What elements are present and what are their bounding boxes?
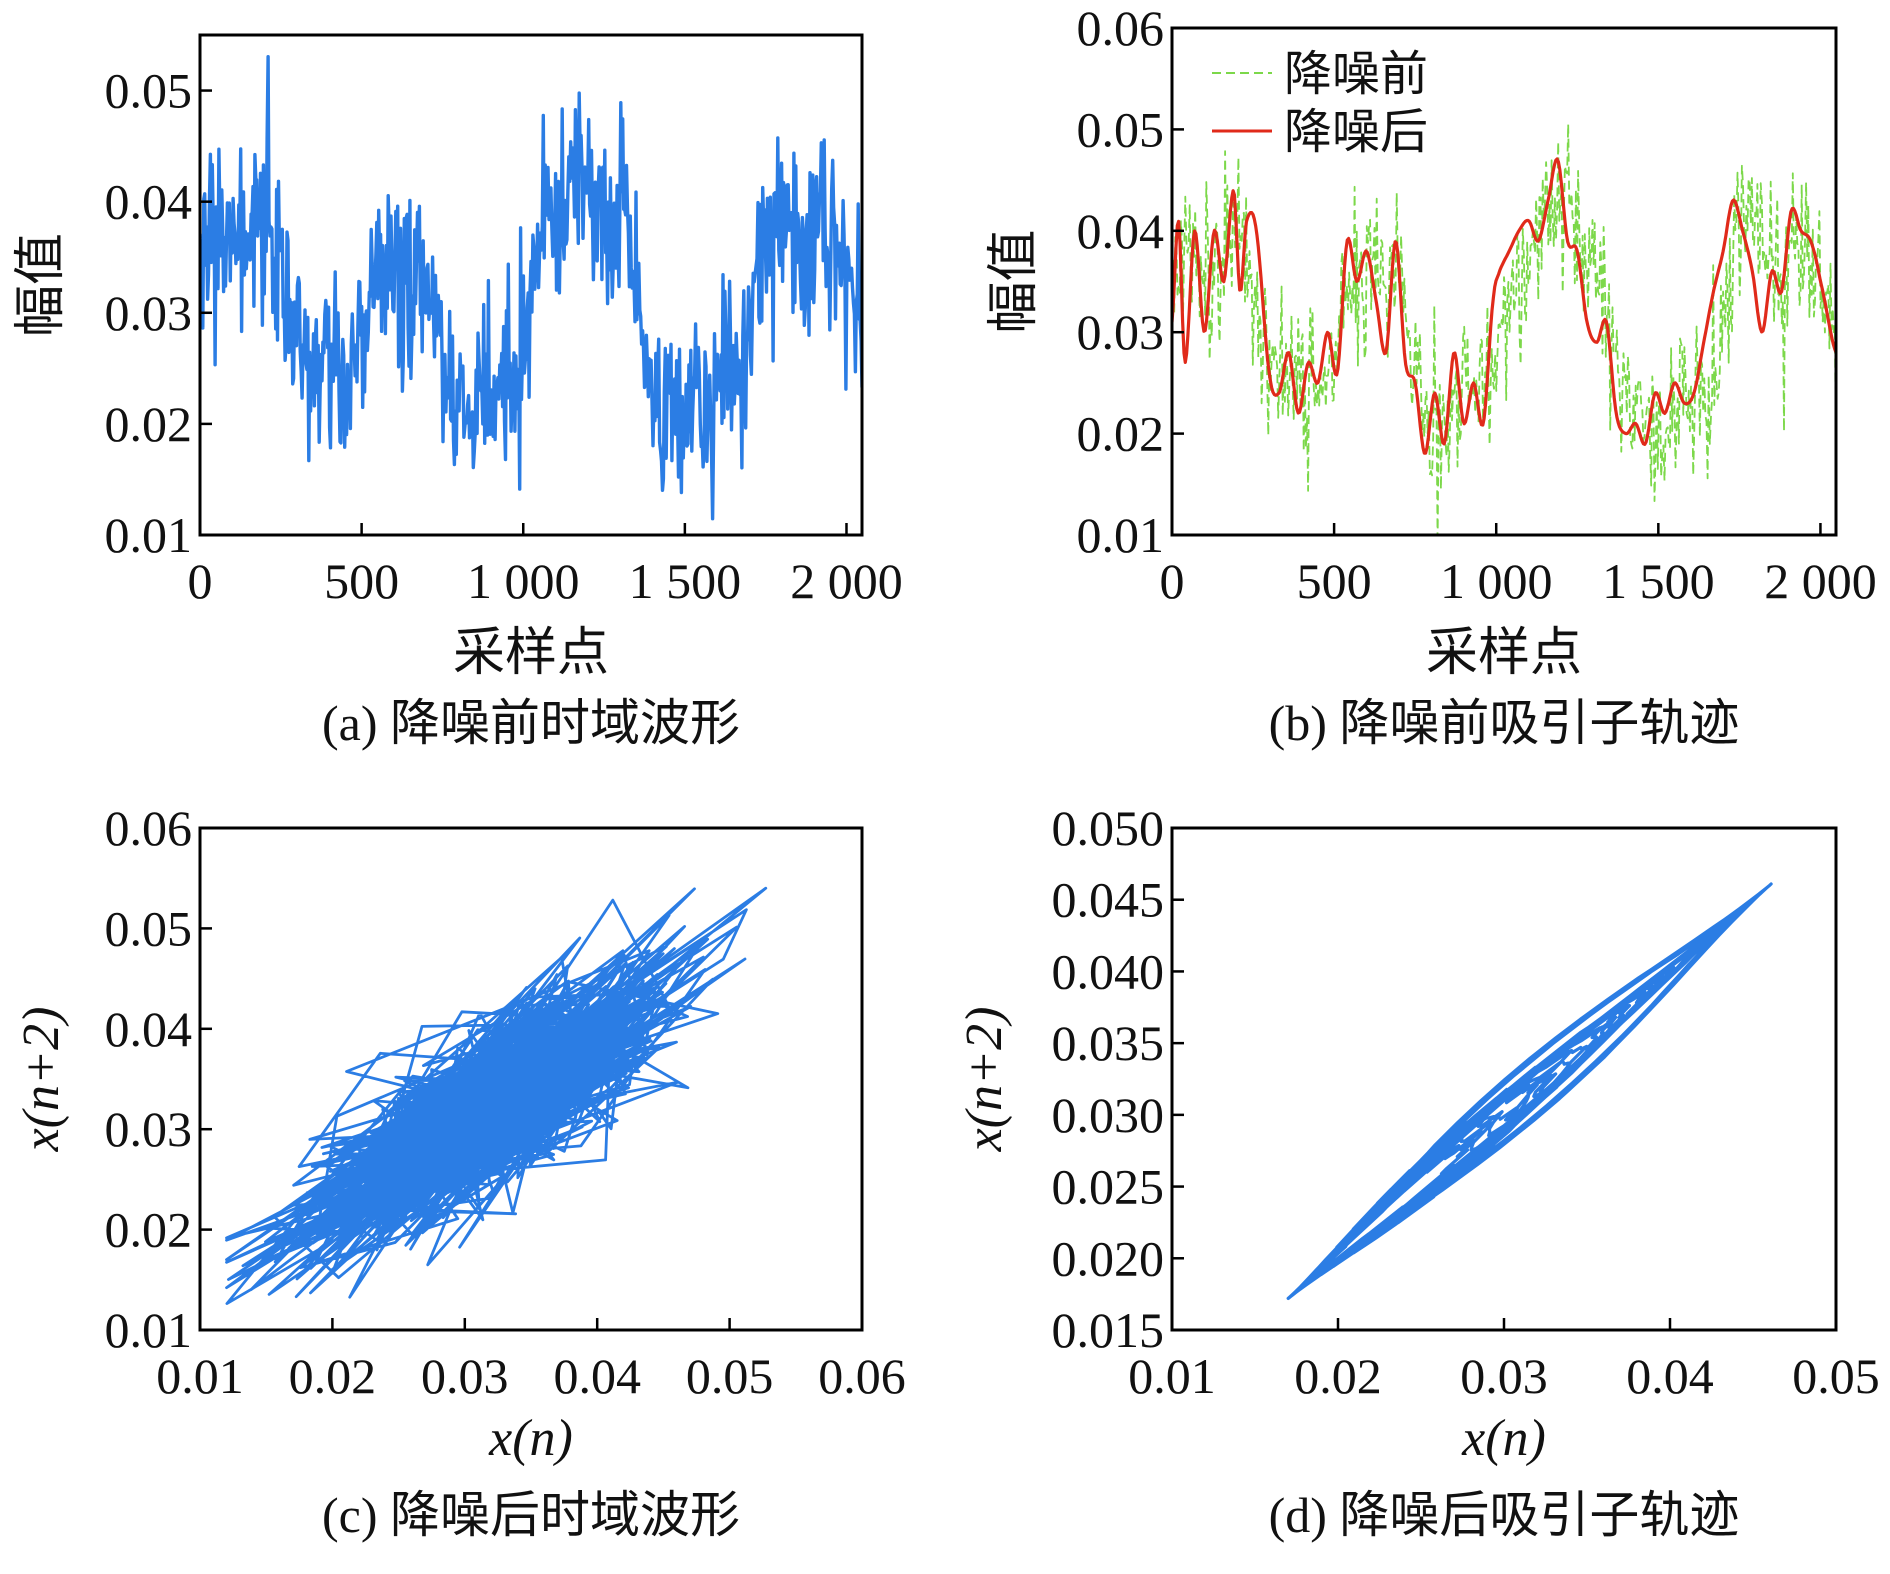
series-line-d-0 (1286, 882, 1773, 1300)
x-axis-label: x(n) (488, 1410, 573, 1467)
x-tick-label: 0.02 (289, 1348, 377, 1404)
y-tick-label: 0.01 (1077, 507, 1165, 563)
y-tick-label: 0.030 (1052, 1087, 1165, 1143)
y-tick-label: 0.03 (1077, 304, 1165, 360)
y-tick-label: 0.050 (1052, 800, 1165, 856)
x-tick-label: 0.03 (1460, 1348, 1548, 1404)
legend-label-1: 降噪后 (1284, 106, 1428, 159)
y-tick-label: 0.045 (1052, 872, 1165, 928)
series-line-b-0 (1172, 123, 1836, 535)
y-tick-label: 0.02 (105, 396, 193, 452)
plot-area (1172, 123, 1836, 535)
plot-frame (1170, 826, 1838, 1332)
x-tick-label: 0.04 (1626, 1348, 1714, 1404)
y-tick-label: 0.035 (1052, 1015, 1165, 1071)
panel-caption: (a) 降噪前时域波形 (322, 695, 740, 751)
panel-a: 0 500 1 000 1 500 2 000 0.01 0.02 0.03 0.04 0.05 采… (13, 33, 903, 751)
panel-caption: (c) 降噪后时域波形 (322, 1487, 740, 1543)
x-tick-label: 1 500 (629, 553, 742, 609)
y-tick-label: 0.020 (1052, 1230, 1165, 1286)
x-tick-label: 0.01 (1128, 1348, 1216, 1404)
plot-area (225, 886, 768, 1305)
y-tick-label: 0.05 (1077, 101, 1165, 157)
y-tick-label: 0.03 (105, 1101, 193, 1157)
plot-frame (198, 33, 864, 537)
y-tick-label: 0.06 (105, 800, 193, 856)
series-line-c-0 (225, 886, 768, 1305)
x-tick-label: 2 000 (1764, 553, 1877, 609)
y-tick-label: 0.05 (105, 63, 193, 119)
y-tick-label: 0.05 (105, 900, 193, 956)
x-axis-label: 采样点 (453, 625, 609, 682)
y-tick-label: 0.01 (105, 507, 193, 563)
x-tick-label: 0.04 (553, 1348, 641, 1404)
series-line-b-1 (1172, 157, 1836, 455)
series-line-a-0 (200, 55, 862, 521)
y-tick-label: 0.02 (105, 1202, 193, 1258)
panel-d: 0.01 0.02 0.03 0.04 0.05 0.015 0.020 0.025 0.030… (956, 800, 1880, 1543)
x-tick-label: 500 (324, 553, 399, 609)
y-tick-label: 0.040 (1052, 943, 1165, 999)
x-tick-label: 0.01 (156, 1348, 244, 1404)
x-tick-label: 0.02 (1294, 1348, 1382, 1404)
x-tick-label: 0 (1160, 553, 1185, 609)
y-tick-label: 0.04 (105, 1001, 193, 1057)
y-tick-label: 0.06 (1077, 0, 1165, 56)
x-tick-label: 1 000 (467, 553, 580, 609)
y-tick-label: 0.02 (1077, 406, 1165, 462)
y-tick-label: 0.04 (105, 174, 193, 230)
y-axis-label: 幅值 (13, 233, 70, 337)
x-tick-label: 2 000 (790, 553, 903, 609)
x-tick-label: 1 000 (1440, 553, 1553, 609)
x-tick-label: 0.05 (686, 1348, 774, 1404)
x-tick-label: 0.03 (421, 1348, 509, 1404)
y-axis-label: 幅值 (986, 229, 1043, 333)
legend-label-0: 降噪前 (1284, 48, 1428, 101)
y-tick-label: 0.01 (105, 1302, 193, 1358)
x-tick-label: 0.05 (1792, 1348, 1880, 1404)
plot-frame (198, 826, 864, 1332)
x-tick-label: 0.06 (818, 1348, 906, 1404)
x-axis-label: x(n) (1461, 1410, 1546, 1467)
panel-c: 0.01 0.02 0.03 0.04 0.05 0.06 0.01 0.02 0.03 0.04… (13, 800, 906, 1543)
panel-b: 0 500 1 000 1 500 2 000 0.01 0.02 0.03 0.04 0.05 0… (986, 0, 1877, 751)
plot-area (200, 55, 862, 521)
y-tick-label: 0.04 (1077, 203, 1165, 259)
plot-area (1286, 882, 1773, 1300)
x-tick-label: 500 (1297, 553, 1372, 609)
y-tick-label: 0.025 (1052, 1159, 1165, 1215)
x-axis-label: 采样点 (1426, 625, 1582, 682)
panel-caption: (d) 降噪后吸引子轨迹 (1269, 1487, 1740, 1543)
y-tick-label: 0.03 (105, 285, 193, 341)
y-axis-label: x(n+2) (956, 1007, 1013, 1153)
y-axis-label: x(n+2) (13, 1007, 70, 1153)
y-tick-label: 0.015 (1052, 1302, 1165, 1358)
panel-caption: (b) 降噪前吸引子轨迹 (1269, 695, 1740, 751)
plot-frame (1170, 26, 1838, 537)
x-tick-label: 0 (188, 553, 213, 609)
x-tick-label: 1 500 (1602, 553, 1715, 609)
